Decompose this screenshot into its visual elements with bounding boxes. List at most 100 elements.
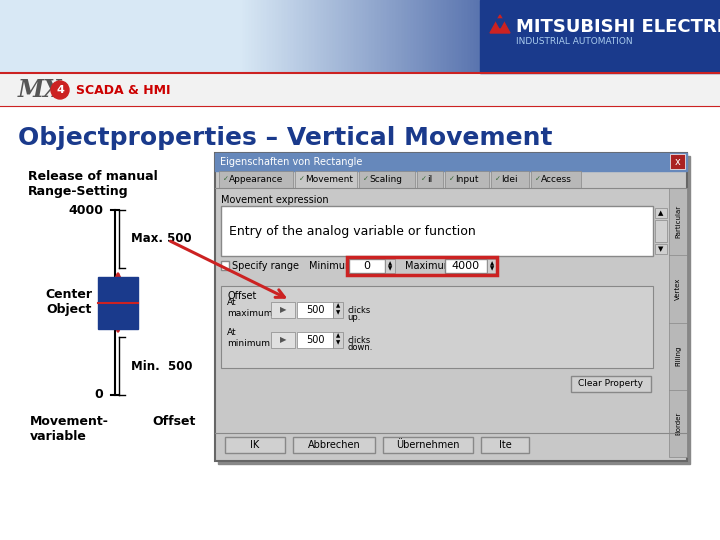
Bar (246, 0, 249, 73)
Bar (57, 0, 60, 73)
Bar (267, 0, 270, 73)
Bar (222, 0, 225, 73)
Bar (225, 0, 228, 73)
Bar (69, 0, 72, 73)
Bar (221, 261, 229, 270)
Bar (670, 154, 685, 169)
Bar (555, 0, 558, 73)
Text: Appearance: Appearance (229, 175, 284, 184)
Text: Offset: Offset (227, 291, 256, 301)
Bar (321, 0, 324, 73)
Bar (564, 0, 567, 73)
Bar (240, 0, 243, 73)
Bar (221, 206, 653, 256)
Bar (585, 0, 588, 73)
Text: 4000: 4000 (68, 204, 103, 217)
Bar (36, 0, 39, 73)
Bar (318, 0, 321, 73)
Polygon shape (495, 19, 505, 28)
Bar (111, 0, 114, 73)
Bar (9, 0, 12, 73)
Bar (282, 0, 285, 73)
Bar (372, 0, 375, 73)
Bar (417, 0, 420, 73)
Bar (447, 0, 450, 73)
Bar (6, 0, 9, 73)
Bar (312, 0, 315, 73)
Bar (153, 0, 156, 73)
Circle shape (51, 81, 69, 99)
Bar (339, 0, 342, 73)
Bar (12, 0, 15, 73)
Text: clicks: clicks (347, 306, 370, 315)
Bar (531, 171, 581, 188)
Bar (402, 0, 405, 73)
Bar (465, 0, 468, 73)
Bar (123, 0, 126, 73)
Text: ▼: ▼ (490, 267, 494, 272)
Bar (237, 0, 240, 73)
Text: SCADA & HMI: SCADA & HMI (76, 84, 171, 97)
Bar (495, 0, 498, 73)
Bar (288, 0, 291, 73)
Bar (359, 171, 415, 188)
Bar (333, 332, 343, 348)
Bar (441, 0, 444, 73)
Bar (78, 0, 81, 73)
Bar (90, 0, 93, 73)
Bar (354, 0, 357, 73)
Bar (156, 0, 159, 73)
Text: ▼: ▼ (336, 310, 340, 315)
Bar (174, 0, 177, 73)
Text: ✓: ✓ (363, 177, 369, 183)
Text: ▶: ▶ (280, 306, 287, 314)
Bar (183, 0, 186, 73)
Bar (234, 0, 237, 73)
Bar (432, 0, 435, 73)
Bar (192, 0, 195, 73)
Bar (114, 0, 117, 73)
Bar (579, 0, 582, 73)
Bar (567, 0, 570, 73)
Bar (414, 0, 417, 73)
Bar (489, 0, 492, 73)
Bar (324, 0, 327, 73)
Bar (558, 0, 561, 73)
Bar (507, 0, 510, 73)
Text: Abbrechen: Abbrechen (307, 440, 361, 450)
Bar (129, 0, 132, 73)
Text: Übernehmen: Übernehmen (396, 440, 460, 450)
Bar (258, 0, 261, 73)
Bar (420, 0, 423, 73)
Bar (81, 0, 84, 73)
Bar (417, 171, 443, 188)
Polygon shape (490, 15, 510, 33)
Bar (75, 0, 78, 73)
Bar (218, 156, 690, 464)
Text: down.: down. (347, 343, 372, 352)
Bar (213, 0, 216, 73)
Bar (390, 0, 393, 73)
Bar (501, 0, 504, 73)
Text: up.: up. (347, 313, 361, 322)
Bar (396, 0, 399, 73)
Bar (480, 0, 483, 73)
Bar (271, 302, 295, 318)
Bar (534, 0, 537, 73)
Text: ▲: ▲ (658, 210, 664, 216)
Bar (387, 0, 390, 73)
Bar (186, 0, 189, 73)
Text: Maximum: Maximum (405, 261, 454, 271)
Bar (399, 0, 402, 73)
Text: 4: 4 (56, 85, 64, 95)
Bar (276, 0, 279, 73)
Bar (293, 437, 375, 453)
Bar (474, 0, 477, 73)
Text: 500: 500 (306, 305, 324, 315)
Bar (571, 376, 651, 392)
Bar (0, 0, 3, 73)
Text: Input: Input (455, 175, 479, 184)
Text: At
maximum: At maximum (227, 298, 272, 318)
Bar (570, 0, 573, 73)
Bar (162, 0, 165, 73)
